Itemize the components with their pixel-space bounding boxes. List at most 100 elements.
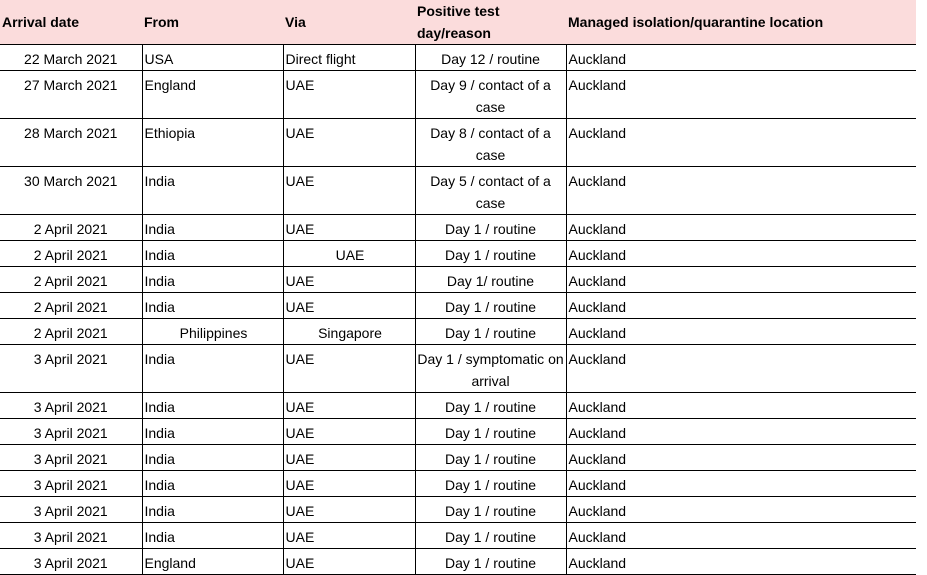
table-row: 3 April 2021 India UAE Day 1 / routine A… [0, 522, 916, 549]
cell-positive-test: Day 8 / contact of a case [414, 118, 566, 167]
cell-location: Auckland [565, 496, 916, 523]
cell-positive-test: Day 1 / routine [414, 496, 566, 523]
cell-positive-test: Day 12 / routine [414, 44, 566, 71]
cell-from: India [141, 444, 283, 471]
header-from: From [142, 0, 283, 45]
table-header-row: Arrival date From Via Positive test day/… [0, 0, 916, 45]
cell-positive-test: Day 1 / routine [414, 214, 566, 241]
cell-from: India [141, 392, 283, 419]
cell-via: UAE [282, 240, 415, 267]
cell-location: Auckland [565, 392, 916, 419]
cell-arrival-date: 3 April 2021 [0, 522, 142, 549]
cell-location: Auckland [565, 522, 916, 549]
cell-positive-test: Day 5 / contact of a case [414, 166, 566, 215]
cell-location: Auckland [565, 118, 916, 167]
table-row: 3 April 2021 England UAE Day 1 / routine… [0, 548, 916, 575]
cell-arrival-date: 3 April 2021 [0, 470, 142, 497]
cell-via: UAE [282, 292, 415, 319]
cell-via: UAE [282, 444, 415, 471]
cell-positive-test: Day 1 / routine [414, 548, 566, 575]
table-row: 3 April 2021 India UAE Day 1 / routine A… [0, 392, 916, 419]
cell-location: Auckland [565, 318, 916, 345]
cell-arrival-date: 3 April 2021 [0, 344, 142, 393]
cell-from: England [141, 70, 283, 119]
cell-arrival-date: 2 April 2021 [0, 240, 142, 267]
cell-arrival-date: 3 April 2021 [0, 418, 142, 445]
cell-via: UAE [282, 392, 415, 419]
cell-from: India [141, 166, 283, 215]
cell-positive-test: Day 1 / routine [414, 470, 566, 497]
table-row: 3 April 2021 India UAE Day 1 / symptomat… [0, 344, 916, 393]
cell-positive-test: Day 1 / routine [414, 444, 566, 471]
cell-from: India [141, 214, 283, 241]
header-via: Via [283, 0, 415, 45]
cell-via: UAE [282, 470, 415, 497]
cell-from: India [141, 470, 283, 497]
table-row: 3 April 2021 India UAE Day 1 / routine A… [0, 444, 916, 471]
table-row: 3 April 2021 India UAE Day 1 / routine A… [0, 470, 916, 497]
cell-via: UAE [282, 522, 415, 549]
cell-via: UAE [282, 214, 415, 241]
cell-from: Philippines [141, 318, 283, 345]
cell-location: Auckland [565, 70, 916, 119]
cell-location: Auckland [565, 470, 916, 497]
cell-positive-test: Day 9 / contact of a case [414, 70, 566, 119]
cell-arrival-date: 2 April 2021 [0, 318, 142, 345]
table-row: 27 March 2021 England UAE Day 9 / contac… [0, 70, 916, 119]
cell-arrival-date: 22 March 2021 [0, 44, 142, 71]
table-row: 28 March 2021 Ethiopia UAE Day 8 / conta… [0, 118, 916, 167]
cell-via: UAE [282, 166, 415, 215]
cell-location: Auckland [565, 240, 916, 267]
cell-positive-test: Day 1 / routine [414, 318, 566, 345]
cell-arrival-date: 28 March 2021 [0, 118, 142, 167]
cell-via: Direct flight [282, 44, 415, 71]
cell-arrival-date: 3 April 2021 [0, 392, 142, 419]
cell-arrival-date: 3 April 2021 [0, 496, 142, 523]
cell-via: UAE [282, 548, 415, 575]
table-row: 2 April 2021 India UAE Day 1 / routine A… [0, 214, 916, 241]
cell-from: USA [141, 44, 283, 71]
cell-location: Auckland [565, 344, 916, 393]
cell-from: Ethiopia [141, 118, 283, 167]
cell-location: Auckland [565, 166, 916, 215]
cell-arrival-date: 3 April 2021 [0, 548, 142, 575]
cell-positive-test: Day 1 / routine [414, 292, 566, 319]
header-location: Managed isolation/quarantine location [566, 0, 916, 45]
cell-positive-test: Day 1 / routine [414, 240, 566, 267]
cell-location: Auckland [565, 292, 916, 319]
table-row: 2 April 2021 India UAE Day 1 / routine A… [0, 240, 916, 267]
table-row: 3 April 2021 India UAE Day 1 / routine A… [0, 418, 916, 445]
table-row: 3 April 2021 India UAE Day 1 / routine A… [0, 496, 916, 523]
cell-from: India [141, 522, 283, 549]
cell-arrival-date: 27 March 2021 [0, 70, 142, 119]
table-row: 2 April 2021 India UAE Day 1/ routine Au… [0, 266, 916, 293]
table-row: 2 April 2021 Philippines Singapore Day 1… [0, 318, 916, 345]
cell-arrival-date: 30 March 2021 [0, 166, 142, 215]
cell-via: UAE [282, 418, 415, 445]
cell-positive-test: Day 1 / routine [414, 418, 566, 445]
header-arrival-date: Arrival date [0, 0, 142, 45]
cell-via: UAE [282, 266, 415, 293]
cell-from: India [141, 266, 283, 293]
cell-location: Auckland [565, 266, 916, 293]
cell-via: UAE [282, 344, 415, 393]
cell-via: Singapore [282, 318, 415, 345]
cell-location: Auckland [565, 418, 916, 445]
cell-location: Auckland [565, 548, 916, 575]
cell-from: India [141, 240, 283, 267]
cell-positive-test: Day 1 / routine [414, 522, 566, 549]
table-row: 22 March 2021 USA Direct flight Day 12 /… [0, 44, 916, 71]
cell-positive-test: Day 1 / routine [414, 392, 566, 419]
table-row: 2 April 2021 India UAE Day 1 / routine A… [0, 292, 916, 319]
cell-positive-test: Day 1 / symptomatic on arrival [414, 344, 566, 393]
cell-from: India [141, 292, 283, 319]
cell-via: UAE [282, 70, 415, 119]
cell-location: Auckland [565, 214, 916, 241]
cell-location: Auckland [565, 444, 916, 471]
cell-location: Auckland [565, 44, 916, 71]
cell-arrival-date: 2 April 2021 [0, 292, 142, 319]
cell-from: India [141, 496, 283, 523]
cell-arrival-date: 2 April 2021 [0, 266, 142, 293]
